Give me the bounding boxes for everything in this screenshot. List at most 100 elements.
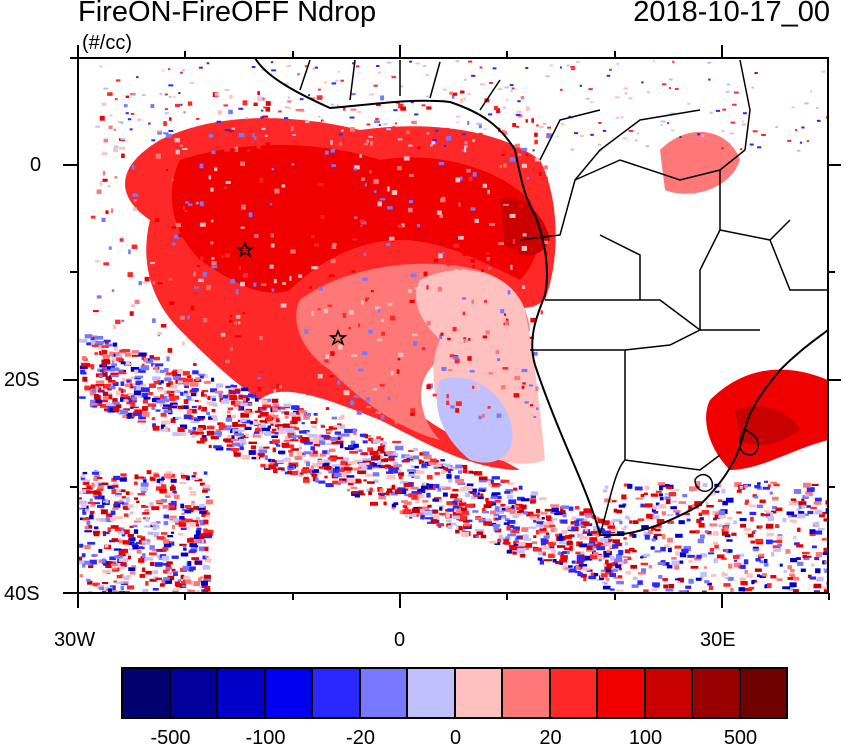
speckle — [463, 520, 470, 524]
speckle — [794, 129, 798, 132]
speckle — [588, 575, 597, 580]
lon-label-0: 0 — [394, 629, 406, 651]
speckle — [95, 125, 101, 128]
speckle — [110, 208, 114, 214]
speckle — [789, 519, 797, 523]
speckle — [440, 470, 446, 474]
speckle — [126, 401, 132, 405]
speckle — [613, 508, 618, 513]
speckle — [318, 459, 325, 464]
speckle — [181, 518, 186, 522]
speckle — [822, 560, 827, 565]
speckle — [196, 117, 200, 120]
speckle — [507, 519, 516, 524]
speckle — [583, 577, 587, 582]
speckle — [554, 528, 558, 533]
speckle — [198, 139, 201, 142]
speckle — [296, 469, 300, 473]
speckle — [718, 524, 722, 528]
speckle — [478, 123, 482, 129]
speckle — [612, 544, 619, 549]
speckle — [606, 549, 611, 553]
speckle — [242, 273, 248, 278]
speckle — [384, 464, 392, 467]
speckle — [397, 166, 402, 171]
speckle — [200, 576, 204, 579]
speckle — [581, 554, 585, 558]
speckle — [321, 434, 330, 438]
speckle — [184, 209, 188, 213]
speckle — [447, 369, 453, 372]
speckle — [721, 531, 729, 536]
speckle — [189, 382, 199, 387]
speckle — [471, 492, 476, 495]
speckle — [100, 180, 103, 186]
speckle — [157, 555, 162, 559]
speckle — [350, 440, 356, 446]
speckle — [84, 525, 89, 530]
speckle — [203, 578, 212, 582]
speckle — [717, 499, 723, 503]
speckle — [530, 317, 537, 323]
speckle — [219, 423, 226, 428]
speckle — [167, 575, 175, 581]
speckle — [762, 486, 770, 490]
speckle — [90, 403, 98, 406]
speckle — [325, 354, 329, 359]
speckle — [177, 532, 183, 536]
speckle — [584, 528, 589, 534]
speckle — [724, 526, 729, 532]
speckle — [671, 560, 680, 566]
speckle — [182, 565, 190, 571]
speckle — [102, 391, 108, 397]
speckle — [322, 459, 331, 465]
speckle — [666, 122, 670, 125]
speckle — [380, 95, 384, 101]
speckle — [420, 485, 428, 490]
speckle — [93, 476, 98, 482]
speckle — [527, 526, 537, 529]
speckle — [179, 481, 187, 484]
speckle — [277, 450, 286, 454]
speckle — [751, 86, 755, 89]
speckle — [764, 510, 770, 513]
speckle — [178, 266, 183, 272]
speckle — [199, 482, 205, 486]
speckle — [106, 513, 113, 518]
speckle — [97, 504, 105, 508]
speckle — [503, 539, 509, 543]
speckle — [202, 532, 207, 536]
speckle — [101, 366, 106, 372]
speckle — [235, 433, 244, 437]
speckle — [311, 266, 318, 270]
speckle — [764, 562, 769, 567]
speckle — [164, 377, 172, 382]
speckle — [364, 433, 369, 439]
speckle — [525, 542, 533, 548]
speckle — [287, 426, 297, 429]
speckle — [207, 396, 211, 400]
speckle — [170, 385, 177, 389]
speckle — [448, 478, 453, 483]
speckle — [119, 527, 125, 531]
speckle — [562, 512, 567, 518]
speckle — [452, 466, 460, 470]
speckle — [397, 357, 401, 361]
speckle — [91, 343, 99, 347]
speckle — [426, 95, 429, 98]
speckle — [410, 408, 416, 414]
speckle — [188, 486, 192, 491]
speckle — [90, 215, 96, 219]
speckle — [762, 513, 771, 516]
speckle — [197, 427, 204, 432]
speckle — [208, 416, 218, 420]
speckle — [128, 567, 136, 571]
speckle — [378, 308, 381, 313]
speckle — [247, 149, 250, 152]
speckle — [265, 106, 271, 112]
speckle — [433, 258, 439, 263]
speckle — [208, 175, 212, 180]
speckle — [271, 439, 280, 444]
speckle — [484, 300, 488, 303]
speckle — [111, 353, 116, 357]
